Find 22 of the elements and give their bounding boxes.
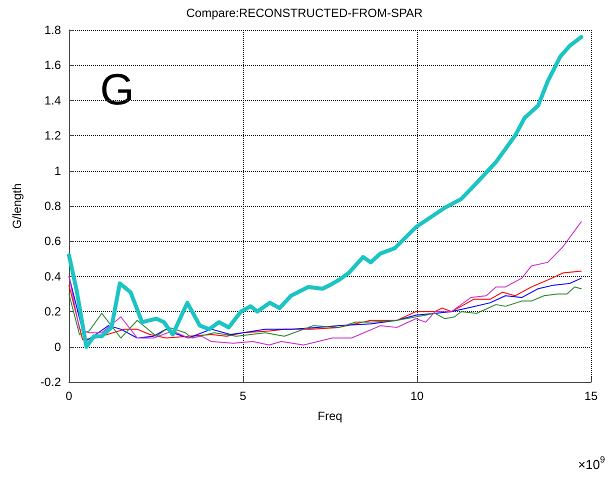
y-tick-label: 1.2 [44,128,62,143]
y-tick-label: -0.2 [40,375,62,389]
x-tick-label: 10 [410,389,424,403]
y-tick-label: 0.8 [44,199,62,213]
y-tick-label: 0 [54,340,62,354]
annotation: G [100,66,134,114]
x-axis-title: Freq [318,409,342,423]
y-tick-label: 0.2 [44,304,62,319]
line-series [67,35,584,349]
line-series [68,221,582,346]
x-tick-label: 15 [584,389,598,403]
y-axis-title: G/length [10,183,24,229]
x-tick-label: 0 [66,389,73,403]
y-tick-label: 1.6 [44,58,62,72]
x-tick-label: 5 [240,389,247,403]
y-tick-label: 0.6 [44,234,62,248]
chart-title: Compare:RECONSTRUCTED-FROM-SPAR [186,6,424,20]
y-tick-label: 1 [54,164,62,178]
line-series [68,286,582,338]
y-tick-label: 0.4 [44,269,62,284]
y-tick-label: 1.4 [44,93,62,108]
y-tick-label: 1.8 [44,23,62,37]
